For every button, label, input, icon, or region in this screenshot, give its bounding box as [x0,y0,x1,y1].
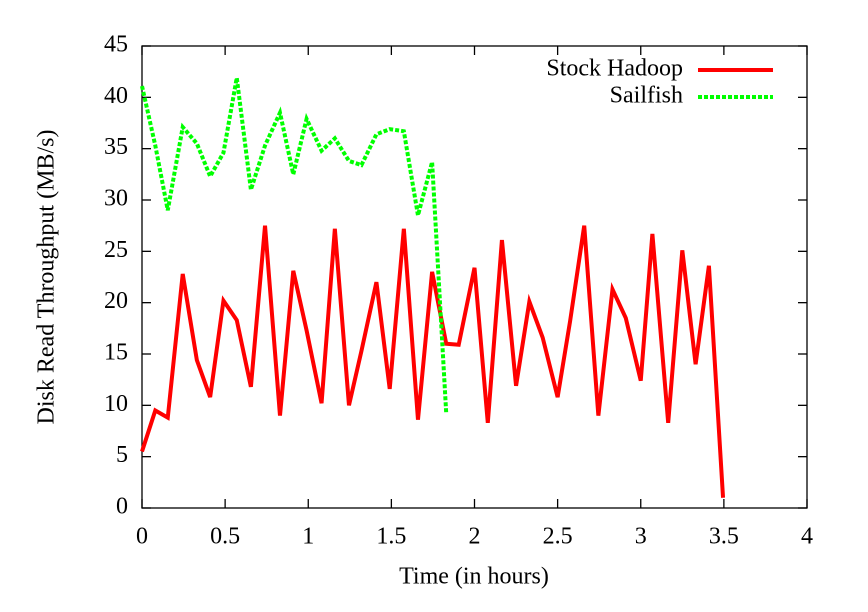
x-tick-label: 1.5 [376,524,406,550]
y-tick-label: 20 [104,288,128,314]
y-axis-label: Disk Read Throughput (MB/s) [34,130,60,425]
x-tick-label: 4 [801,524,813,550]
y-tick-label: 40 [104,83,128,109]
legend-label: Stock Hadoop [546,56,683,82]
x-tick-label: 3 [635,524,647,550]
y-tick-label: 15 [104,340,128,366]
y-tick-label: 45 [104,32,128,58]
data-line [140,77,449,414]
x-axis-label: Time (in hours) [399,564,549,590]
y-tick-label: 25 [104,237,128,263]
x-tick-label: 1 [302,524,314,550]
y-tick-label: 35 [104,134,128,160]
y-tick-label: 10 [104,391,128,417]
x-tick-label: 3.5 [709,524,739,550]
x-tick-label: 0 [136,524,148,550]
x-tick-label: 2 [469,524,481,550]
legend-label: Sailfish [610,83,683,109]
data-line [140,225,726,498]
y-tick-label: 30 [104,186,128,212]
y-tick-label: 5 [116,442,128,468]
x-tick-label: 0.5 [210,524,240,550]
y-tick-label: 0 [116,494,128,520]
x-tick-label: 2.5 [543,524,573,550]
